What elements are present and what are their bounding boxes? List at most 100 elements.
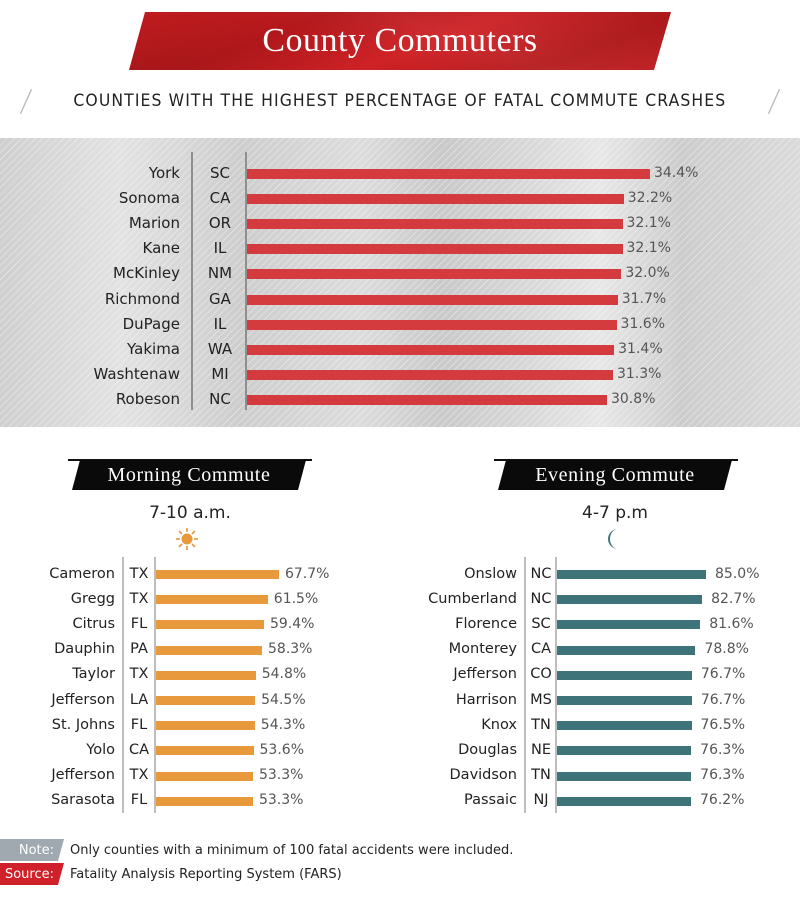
value-bar: [156, 670, 256, 680]
evening-header: Evening Commute: [494, 459, 738, 491]
value-bar: [247, 269, 622, 280]
state-code: CO: [530, 666, 552, 683]
chart-row: Cumberland NC 82.7%: [400, 586, 800, 611]
value-bar: [247, 294, 618, 305]
banner-facets: [129, 12, 671, 70]
county-name: Harrison: [455, 691, 517, 708]
value-bar: [557, 670, 692, 680]
value-bar: [557, 696, 692, 705]
chart-row: DuPage IL 31.6%: [0, 311, 800, 336]
county-name: Cameron: [49, 565, 115, 582]
county-name: Sarasota: [51, 792, 115, 809]
source-tag: Source:: [0, 863, 64, 885]
morning-title: Morning Commute: [107, 463, 271, 486]
value-bar: [557, 570, 707, 579]
state-code: FL: [130, 792, 148, 809]
county-name: Citrus: [72, 615, 115, 632]
value-label: 59.4%: [269, 615, 315, 632]
state-code: NM: [207, 264, 233, 283]
value-label: 31.4%: [618, 340, 663, 357]
state-code: GA: [209, 289, 231, 308]
state-code: MS: [530, 691, 552, 708]
value-bar: [557, 595, 703, 605]
value-label: 82.7%: [711, 590, 756, 607]
chart-row: Gregg TX 61.5%: [0, 586, 400, 611]
county-state-divider: [191, 152, 193, 410]
chart-row: Dauphin PA 58.3%: [0, 637, 400, 662]
evening-banner: Evening Commute: [498, 460, 732, 490]
chart-row: Passaic NJ 76.2%: [400, 788, 800, 813]
value-label: 85.0%: [715, 565, 760, 582]
value-bar: [156, 696, 256, 705]
chart-row: Robeson NC 30.8%: [0, 387, 800, 412]
state-code: TX: [129, 590, 149, 607]
value-bar: [156, 595, 268, 605]
morning-bar-chart: Cameron TX 67.7% Gregg TX 61.5% Citrus FL 59.4% D…: [0, 557, 400, 816]
value-label: 58.3%: [268, 641, 313, 658]
value-bar: [557, 771, 692, 781]
value-label: 76.3%: [700, 741, 745, 758]
state-bar-divider: [154, 557, 156, 813]
value-label: 76.7%: [700, 666, 746, 683]
value-bar: [156, 796, 253, 806]
evening-bar-chart: Onslow NC 85.0% Cumberland NC 82.7% Florence SC…: [400, 557, 800, 816]
page-title: County Commuters: [262, 22, 538, 59]
value-bar: [247, 193, 624, 204]
county-name: St. Johns: [51, 716, 115, 733]
chart-row: Harrison MS 76.7%: [400, 687, 800, 712]
state-code: IL: [213, 239, 227, 258]
county-name: Yolo: [86, 741, 115, 758]
chart-row: Onslow NC 85.0%: [400, 561, 800, 586]
chart-row: Taylor TX 54.8%: [0, 662, 400, 687]
value-label: 53.6%: [259, 741, 304, 758]
state-code: TN: [531, 767, 551, 784]
value-label: 32.1%: [626, 214, 671, 231]
sun-icon: [175, 527, 199, 551]
value-label: 61.5%: [273, 590, 319, 607]
subtitle-row: / COUNTIES WITH THE HIGHEST PERCENTAGE O…: [0, 84, 800, 119]
overall-bar-chart: York SC 34.4% Sonoma CA 32.2% Marion OR 32.1% Kan…: [0, 152, 800, 415]
value-label: 76.3%: [700, 767, 745, 784]
county-name: Taylor: [72, 666, 115, 683]
value-label: 67.7%: [284, 565, 330, 582]
state-code: NC: [530, 565, 552, 582]
chart-row: Washtenaw MI 31.3%: [0, 362, 800, 387]
value-label: 32.0%: [625, 265, 670, 282]
value-label: 76.7%: [700, 691, 746, 708]
county-name: Davidson: [449, 767, 517, 784]
value-label: 76.2%: [700, 792, 745, 809]
county-name: Dauphin: [54, 641, 115, 658]
state-bar-divider: [555, 557, 557, 813]
value-bar: [247, 319, 617, 330]
county-name: McKinley: [113, 264, 180, 283]
note-text: Only counties with a minimum of 100 fata…: [70, 842, 514, 858]
chart-row: York SC 34.4%: [0, 160, 800, 185]
chart-row: Jefferson LA 54.5%: [0, 687, 400, 712]
state-code: NE: [530, 741, 551, 758]
county-name: Kane: [142, 239, 181, 258]
value-label: 32.1%: [626, 240, 671, 257]
county-name: Jefferson: [51, 691, 115, 708]
county-name: York: [148, 163, 180, 182]
value-label: 32.2%: [627, 189, 673, 206]
value-bar: [557, 796, 691, 806]
state-code: NC: [209, 390, 231, 409]
chart-row: Jefferson CO 76.7%: [400, 662, 800, 687]
county-name: DuPage: [122, 314, 180, 333]
chart-row: Sonoma CA 32.2%: [0, 185, 800, 210]
chart-row: Monterey CA 78.8%: [400, 637, 800, 662]
state-code: TN: [531, 716, 551, 733]
evening-time-range: 4-7 p.m: [582, 503, 648, 523]
value-label: 78.8%: [704, 641, 749, 658]
state-code: IL: [213, 314, 227, 333]
value-bar: [156, 645, 262, 655]
county-name: Florence: [455, 615, 517, 632]
value-label: 31.7%: [621, 290, 667, 307]
state-code: NJ: [533, 792, 549, 809]
state-code: TX: [129, 565, 149, 582]
chart-row: St. Johns FL 54.3%: [0, 712, 400, 737]
value-label: 54.8%: [261, 666, 307, 683]
source-text: Fatality Analysis Reporting System (FARS…: [70, 866, 342, 882]
value-label: 54.5%: [261, 691, 306, 708]
state-code: FL: [130, 615, 148, 632]
